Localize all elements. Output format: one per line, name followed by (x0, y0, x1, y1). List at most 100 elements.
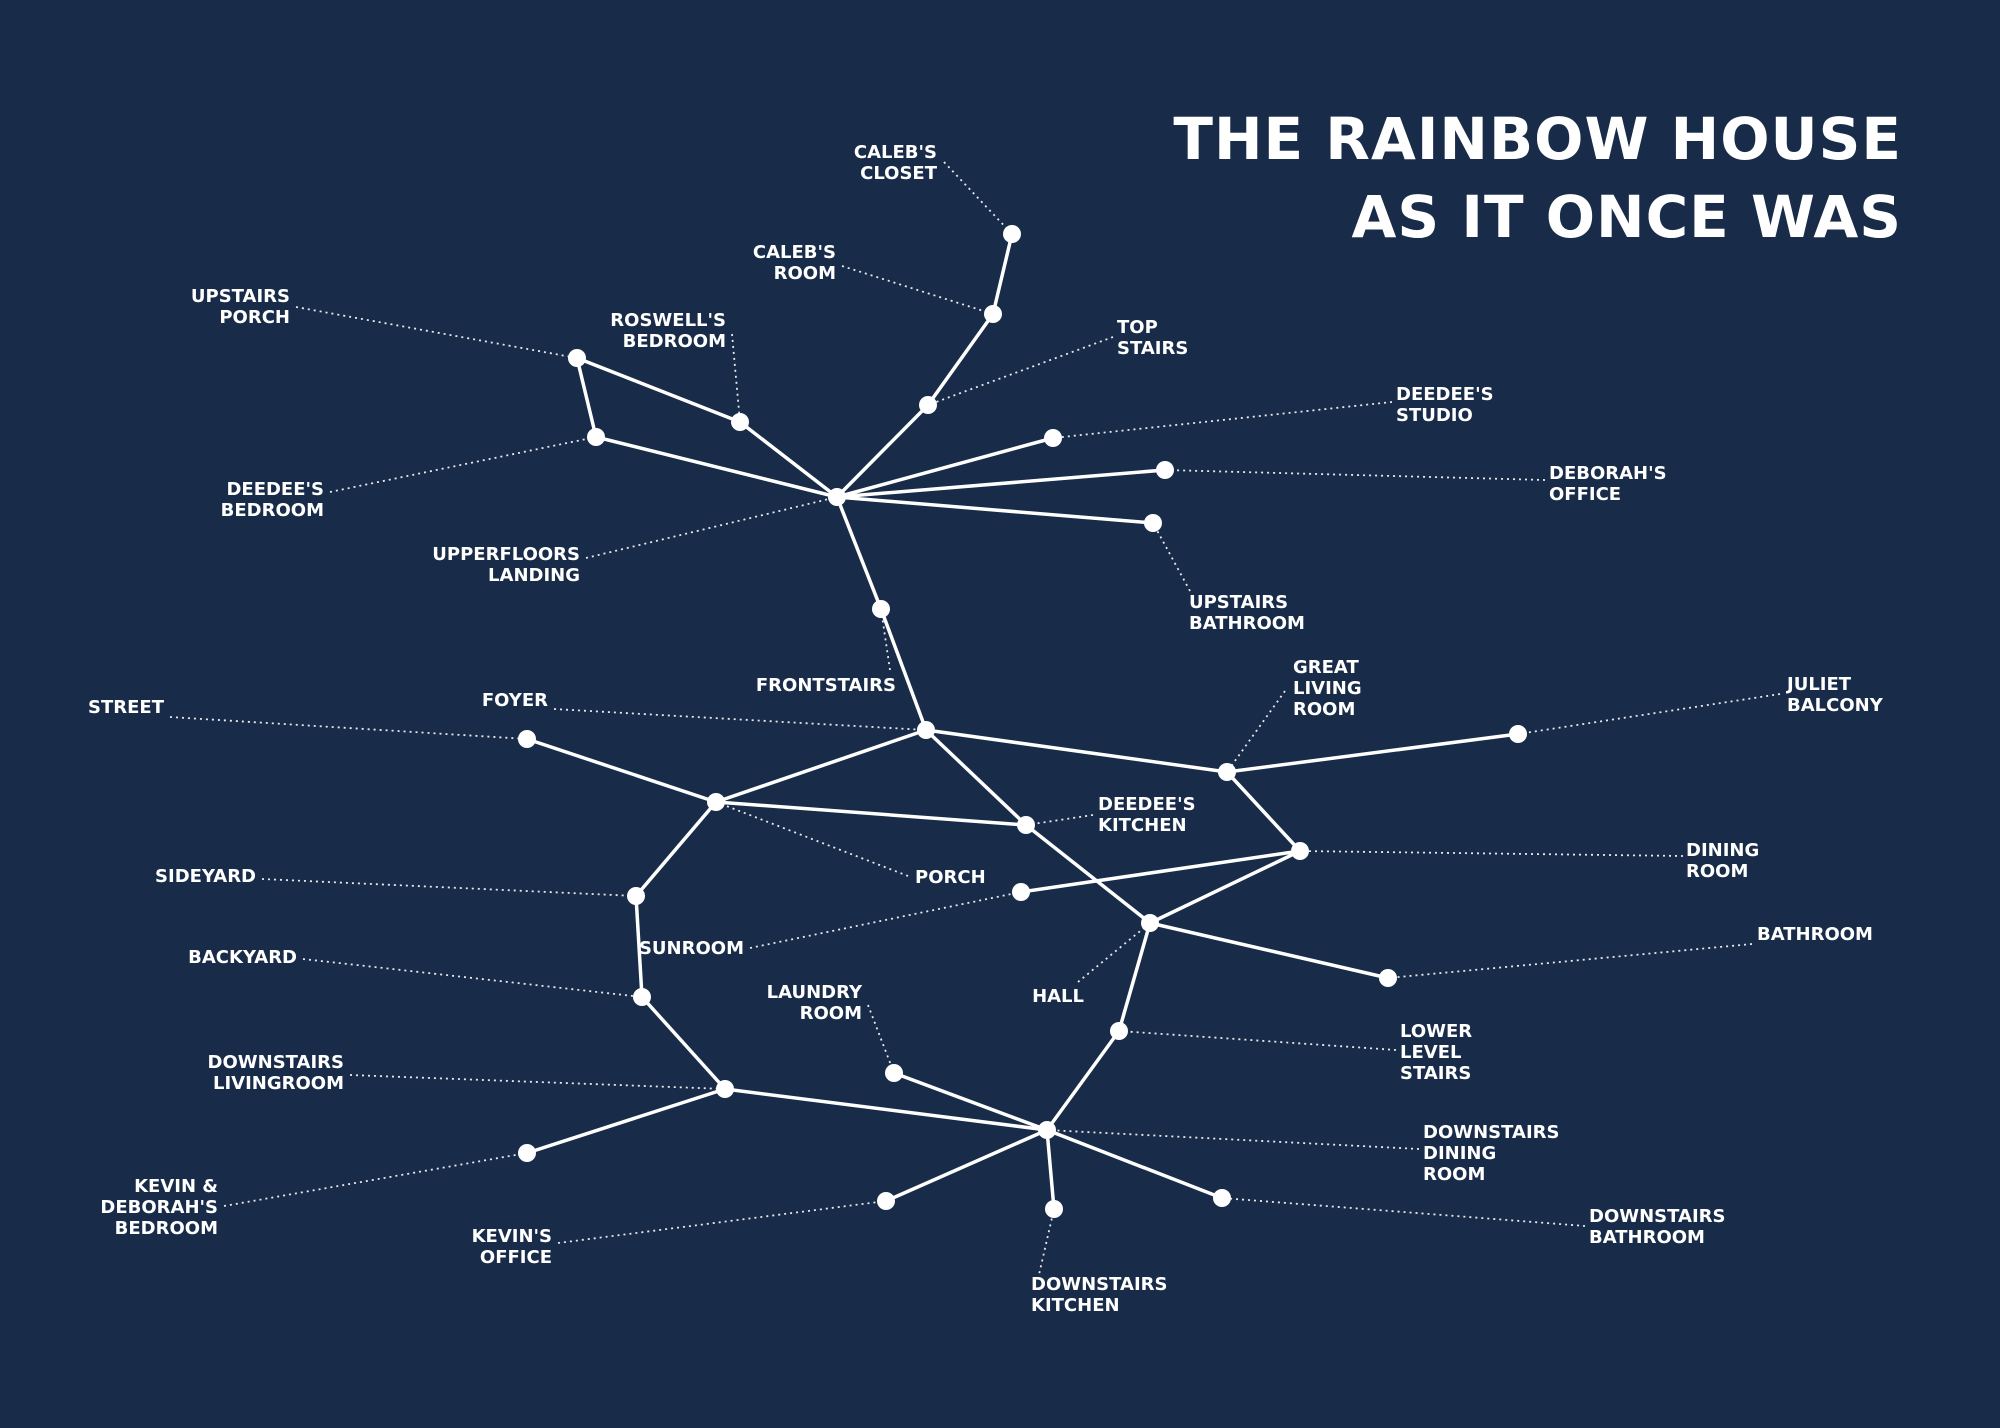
leader-downstairs_dining_room (1046, 1129, 1420, 1150)
node-street (518, 730, 536, 748)
edge-calebs_closet-calebs_room (991, 232, 1014, 316)
node-laundry_room (885, 1064, 903, 1082)
node-downstairs_livingroom (716, 1080, 734, 1098)
label-line: LIVINGROOM (213, 1073, 344, 1094)
edge-downstairs_livingroom-kevin_deborahs_bedroom (525, 1087, 727, 1155)
label-line: TOP (1117, 317, 1158, 338)
label-line: BEDROOM (623, 331, 726, 352)
edge-sunroom-dining_room (1019, 849, 1302, 894)
label-line: DOWNSTAIRS (1589, 1206, 1725, 1227)
edge-downstairs_livingroom-downstairs_dining_room (723, 1087, 1049, 1132)
leader-street (169, 716, 528, 740)
leader-upstairs_bathroom (1152, 522, 1191, 592)
node-roswells_bedroom (731, 413, 749, 431)
edge-hall-bathroom (1148, 921, 1390, 980)
label-line: DOWNSTAIRS (1031, 1274, 1167, 1295)
diagram-title: THE RAINBOW HOUSE AS IT ONCE WAS (1173, 100, 1902, 256)
node-downstairs_kitchen (1045, 1200, 1063, 1218)
leader-calebs_closet (943, 161, 1013, 235)
edge-hall-lower_level_stairs (1117, 921, 1152, 1033)
node-kevin_deborahs_bedroom (518, 1144, 536, 1162)
node-deedees_studio (1044, 429, 1062, 447)
label-laundry_room: LAUNDRY ROOM (767, 982, 863, 1024)
label-foyer: FOYER (482, 690, 548, 711)
label-line: LAUNDRY (767, 982, 863, 1003)
node-top_stairs (919, 396, 937, 414)
label-line: DEEDEE'S (1396, 384, 1494, 405)
label-line: KEVIN'S (472, 1226, 552, 1247)
edge-porch-deedees_kitchen (714, 800, 1028, 827)
node-foyer (917, 721, 935, 739)
label-line: ROOM (800, 1003, 862, 1024)
leader-backyard (302, 958, 643, 998)
leader-foyer (553, 708, 927, 731)
node-deborahs_office (1156, 461, 1174, 479)
label-line: GREAT (1293, 657, 1359, 678)
label-line: BALCONY (1787, 695, 1884, 716)
label-line: STAIRS (1400, 1063, 1471, 1084)
label-line: PORCH (915, 867, 986, 888)
node-sunroom (1012, 883, 1030, 901)
leader-lower_level_stairs (1118, 1030, 1397, 1051)
leader-deedees_studio (1052, 401, 1393, 439)
label-line: ROOM (1293, 699, 1355, 720)
edge-roswells_bedroom-upperfloors_landing (738, 420, 839, 499)
label-line: BATHROOM (1757, 924, 1873, 945)
leader-porch (715, 801, 909, 877)
label-line: LANDING (488, 565, 580, 586)
edge-laundry_room-downstairs_dining_room (892, 1071, 1049, 1132)
label-calebs_room: CALEB'S ROOM (753, 242, 836, 284)
edge-upperfloors_landing-upstairs_bathroom (835, 495, 1155, 525)
leader-downstairs_kitchen (1037, 1208, 1055, 1280)
edge-top_stairs-upperfloors_landing (835, 403, 930, 499)
leader-top_stairs (927, 336, 1114, 406)
label-line: ROOM (1686, 861, 1748, 882)
leader-downstairs_bathroom (1221, 1197, 1586, 1227)
edge-downstairs_dining_room-downstairs_kitchen (1045, 1128, 1056, 1211)
label-line: KEVIN & (134, 1176, 218, 1197)
leader-downstairs_livingroom (349, 1074, 726, 1090)
edge-foyer-porch (714, 728, 928, 804)
label-dining_room: DINING ROOM (1686, 840, 1759, 882)
label-downstairs_bathroom: DOWNSTAIRS BATHROOM (1589, 1206, 1725, 1248)
label-upstairs_porch: UPSTAIRS PORCH (191, 286, 290, 328)
label-upstairs_bathroom: UPSTAIRS BATHROOM (1189, 592, 1305, 634)
node-upstairs_porch (568, 349, 586, 367)
leader-deedees_kitchen (1025, 814, 1094, 826)
label-deedees_kitchen: DEEDEE'S KITCHEN (1098, 794, 1196, 836)
edge-upstairs_porch-deedees_bedroom (575, 356, 598, 439)
leader-upstairs_porch (295, 306, 578, 359)
node-downstairs_dining_room (1038, 1121, 1056, 1139)
leader-lines (169, 161, 1781, 1280)
leader-calebs_room (841, 265, 994, 315)
node-sideyard (627, 887, 645, 905)
label-line: UPPERFLOORS (432, 544, 580, 565)
edge-deedees_bedroom-upperfloors_landing (594, 435, 839, 499)
node-downstairs_bathroom (1213, 1189, 1231, 1207)
node-porch (707, 793, 725, 811)
label-line: KITCHEN (1031, 1295, 1120, 1316)
label-top_stairs: TOP STAIRS (1117, 317, 1188, 359)
edge-backyard-downstairs_livingroom (640, 995, 727, 1091)
label-line: BACKYARD (188, 947, 297, 968)
edge-street-porch (525, 737, 718, 804)
leader-kevin_deborahs_bedroom (223, 1152, 528, 1207)
label-line: BEDROOM (221, 500, 324, 521)
label-line: KITCHEN (1098, 815, 1187, 836)
edge-upperfloors_landing-frontstairs (835, 495, 883, 611)
label-line: FRONTSTAIRS (756, 675, 896, 696)
label-line: DEEDEE'S (1098, 794, 1196, 815)
label-line: UPSTAIRS (191, 286, 290, 307)
label-line: OFFICE (1549, 484, 1621, 505)
label-backyard: BACKYARD (188, 947, 297, 968)
leader-great_living_room (1226, 690, 1286, 773)
node-calebs_closet (1003, 225, 1021, 243)
label-upperfloors_landing: UPPERFLOORS LANDING (432, 544, 580, 586)
label-bathroom: BATHROOM (1757, 924, 1873, 945)
label-line: LEVEL (1400, 1042, 1461, 1063)
edge-downstairs_dining_room-kevins_office (884, 1128, 1049, 1203)
label-line: CALEB'S (854, 142, 937, 163)
edge-upperfloors_landing-deedees_studio (835, 436, 1055, 499)
label-great_living_room: GREAT LIVING ROOM (1293, 657, 1362, 720)
label-line: DEBORAH'S (1549, 463, 1667, 484)
